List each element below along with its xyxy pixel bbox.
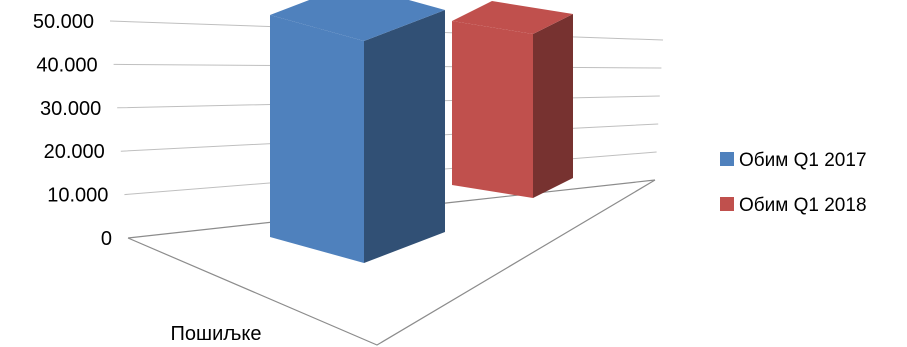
bar-0-top [270, 0, 445, 41]
y-tick-label-3: 30.000 [40, 98, 101, 120]
legend-item-0: Обим Q1 2017 [720, 150, 867, 171]
gridline-0 [127, 179, 656, 239]
y-tick-label-5: 50.000 [33, 11, 94, 33]
y-tick-label-2: 20.000 [44, 141, 105, 163]
legend-label-1: Обим Q1 2018 [739, 195, 867, 216]
legend-swatch-1 [720, 197, 734, 211]
y-tick-label-1: 10.000 [47, 185, 108, 207]
bar-0-front [270, 15, 364, 263]
y-tick-label-0: 0 [101, 228, 112, 250]
y-tick-label-4: 40.000 [36, 54, 97, 76]
bar-1 [452, 1, 573, 198]
bar-1-top [452, 1, 573, 34]
floor-edge [127, 179, 656, 346]
legend-item-1: Обим Q1 2018 [720, 195, 867, 216]
legend-swatch-0 [720, 152, 734, 166]
bar-1-side [533, 14, 573, 198]
bar-0 [270, 0, 445, 263]
legend: Обим Q1 2017 Обим Q1 2018 [720, 150, 867, 216]
y-axis-ticks: 0 10.000 20.000 30.000 40.000 50.000 [33, 11, 112, 250]
bar-1-front [452, 21, 533, 198]
legend-label-0: Обим Q1 2017 [739, 150, 867, 171]
x-tick-label-0: Пошиљке [171, 323, 262, 345]
chart-bars [270, 0, 573, 263]
bar-0-side [364, 10, 445, 263]
